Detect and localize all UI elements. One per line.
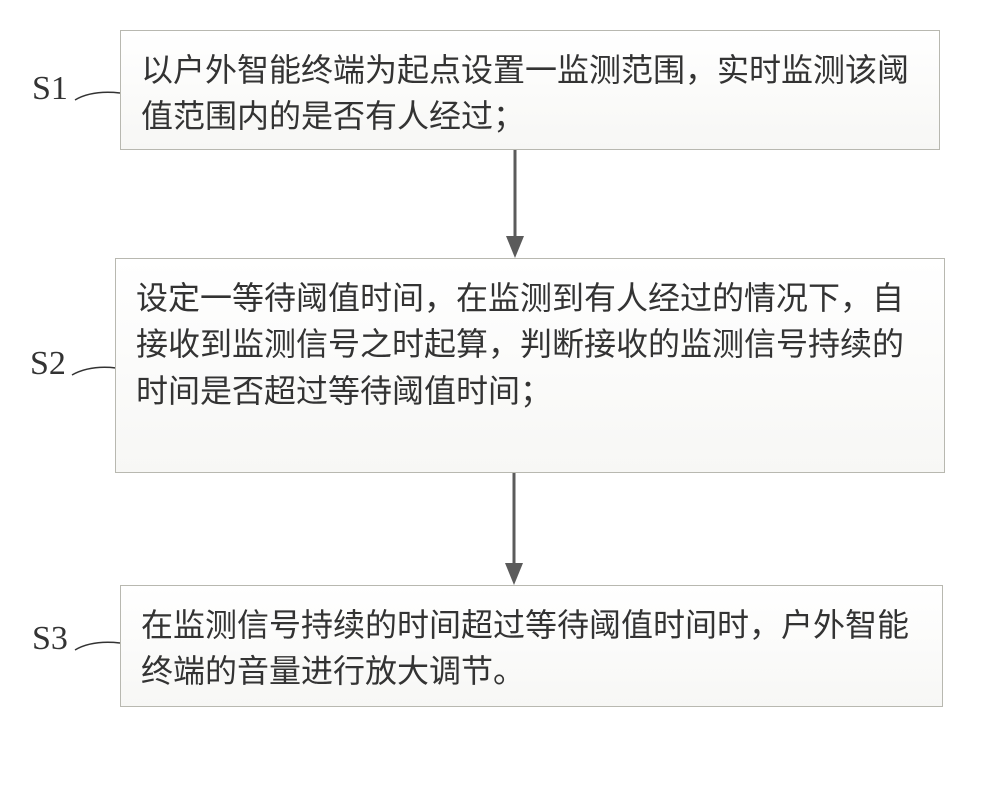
step-label-s2-text: S2 xyxy=(30,345,66,382)
flowchart-container: S1 以户外智能终端为起点设置一监测范围，实时监测该阈值范围内的是否有人经过； … xyxy=(0,0,1000,791)
connector-s1 xyxy=(72,85,122,105)
step-text-s2: 设定一等待阈值时间，在监测到有人经过的情况下，自接收到监测信号之时起算，判断接收… xyxy=(136,280,904,409)
connector-s2 xyxy=(70,360,120,380)
arrow-s1-s2 xyxy=(500,150,530,258)
step-label-s1-text: S1 xyxy=(32,70,68,107)
step-label-s3-text: S3 xyxy=(32,620,68,657)
step-label-s1: S1 xyxy=(32,70,68,108)
connector-s3 xyxy=(72,635,122,655)
step-box-s3: 在监测信号持续的时间超过等待阈值时间时，户外智能终端的音量进行放大调节。 xyxy=(120,585,943,707)
step-text-s3: 在监测信号持续的时间超过等待阈值时间时，户外智能终端的音量进行放大调节。 xyxy=(141,607,909,689)
arrow-s2-s3 xyxy=(499,473,529,585)
step-text-s1: 以户外智能终端为起点设置一监测范围，实时监测该阈值范围内的是否有人经过； xyxy=(141,52,909,134)
step-label-s2: S2 xyxy=(30,345,66,383)
step-box-s2: 设定一等待阈值时间，在监测到有人经过的情况下，自接收到监测信号之时起算，判断接收… xyxy=(115,258,945,473)
step-label-s3: S3 xyxy=(32,620,68,658)
step-box-s1: 以户外智能终端为起点设置一监测范围，实时监测该阈值范围内的是否有人经过； xyxy=(120,30,940,150)
